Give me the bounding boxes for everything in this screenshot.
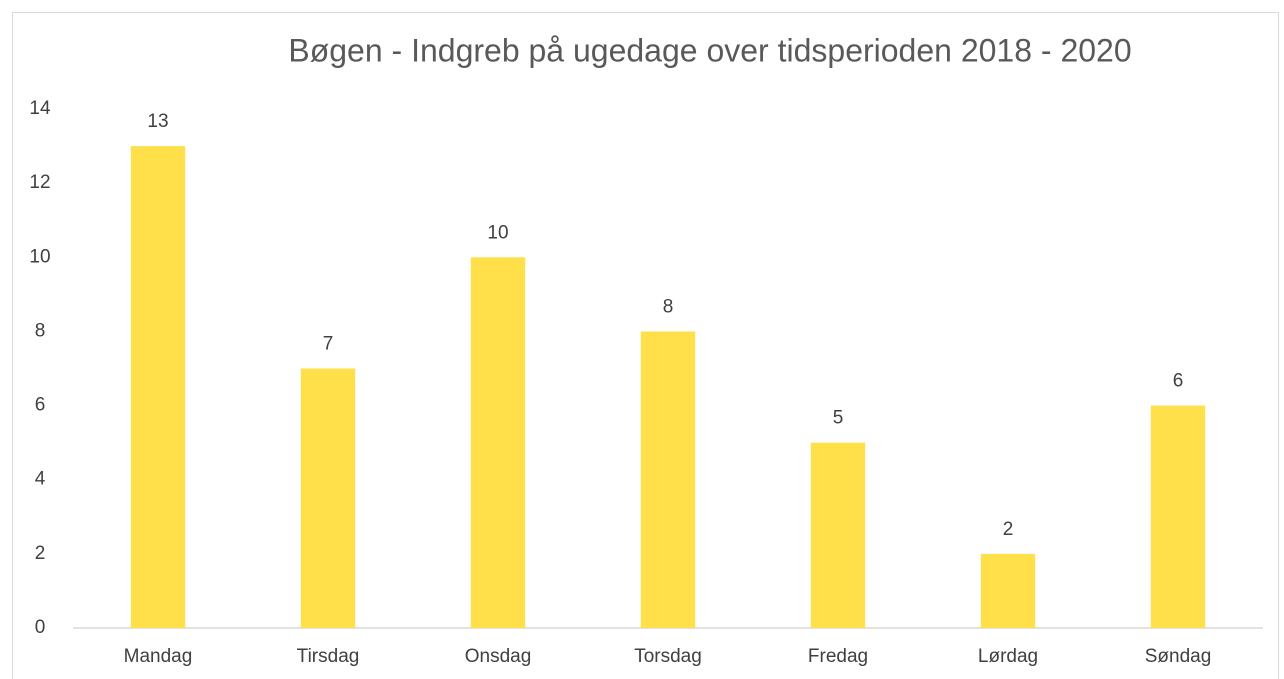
chart-title: Bøgen - Indgreb på ugedage over tidsperi… — [288, 32, 1131, 68]
y-tick-label: 8 — [35, 320, 46, 341]
y-tick-label: 0 — [35, 617, 46, 638]
bar — [1150, 405, 1206, 628]
x-tick-label: Onsdag — [465, 646, 532, 667]
bar — [300, 368, 356, 628]
data-label: 5 — [833, 408, 844, 429]
y-tick-label: 6 — [35, 395, 46, 416]
data-label: 6 — [1173, 371, 1184, 392]
x-tick-label: Torsdag — [634, 646, 702, 667]
bar — [640, 331, 696, 628]
data-label: 13 — [147, 111, 168, 132]
y-tick-label: 12 — [29, 172, 50, 193]
bar — [980, 553, 1036, 628]
y-tick-label: 2 — [35, 543, 46, 564]
data-label: 8 — [663, 296, 674, 317]
bar — [810, 442, 866, 628]
data-label: 2 — [1003, 519, 1014, 540]
data-label: 10 — [487, 222, 508, 243]
x-tick-label: Tirsdag — [297, 646, 360, 667]
data-label: 7 — [323, 334, 334, 355]
x-tick-label: Mandag — [124, 646, 193, 667]
y-tick-label: 10 — [29, 246, 50, 267]
y-tick-label: 14 — [29, 98, 51, 119]
bar — [130, 146, 186, 629]
x-tick-label: Søndag — [1145, 646, 1212, 667]
y-tick-label: 4 — [35, 469, 46, 490]
bar — [470, 257, 526, 628]
x-tick-label: Lørdag — [978, 646, 1038, 667]
x-tick-label: Fredag — [808, 646, 868, 667]
